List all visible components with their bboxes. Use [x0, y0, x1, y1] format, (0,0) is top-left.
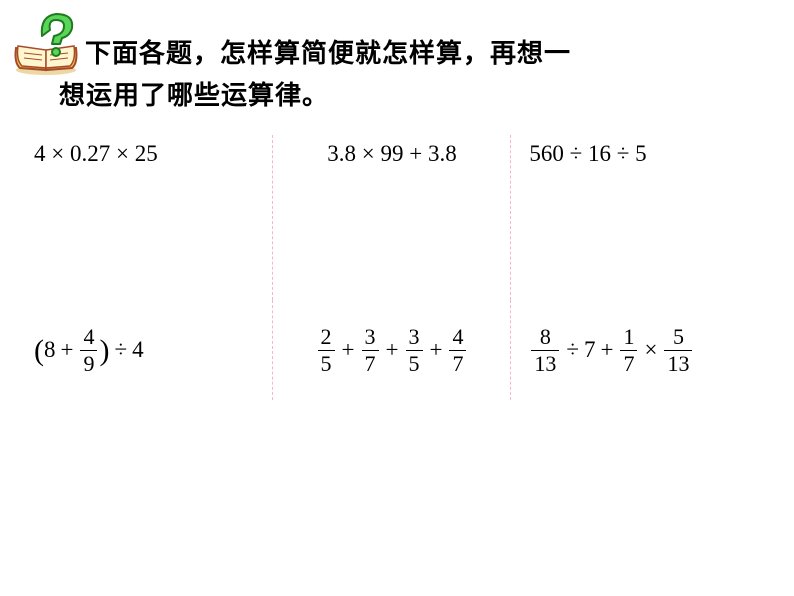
problems-row-2: (8+49)÷4 25+37+35+47 813÷7+17×513 [26, 300, 768, 400]
heading-line-2: 想运用了哪些运算律。 [59, 75, 685, 117]
instruction-heading: 下面各题，怎样算简便就怎样算，再想一 想运用了哪些运算律。 [85, 33, 685, 116]
expr-text: 560 ÷ 16 ÷ 5 [529, 141, 646, 167]
expr-text: 3.8 × 99 + 3.8 [327, 141, 456, 167]
expr-frac: (8+49)÷4 [34, 326, 144, 375]
problem-1-1: 4 × 0.27 × 25 [26, 135, 273, 300]
heading-line-1: 下面各题，怎样算简便就怎样算，再想一 [85, 33, 685, 75]
expr-text: 4 × 0.27 × 25 [34, 141, 158, 167]
question-book-icon [8, 8, 88, 83]
problem-1-3: 560 ÷ 16 ÷ 5 [511, 135, 768, 300]
expr-frac: 25+37+35+47 [316, 326, 469, 375]
problem-1-2: 3.8 × 99 + 3.8 [273, 135, 512, 300]
problem-2-1: (8+49)÷4 [26, 300, 273, 400]
problem-2-3: 813÷7+17×513 [511, 300, 768, 400]
problem-2-2: 25+37+35+47 [273, 300, 512, 400]
problems-grid: 4 × 0.27 × 25 3.8 × 99 + 3.8 560 ÷ 16 ÷ … [26, 135, 768, 400]
expr-frac: 813÷7+17×513 [529, 326, 694, 375]
problems-row-1: 4 × 0.27 × 25 3.8 × 99 + 3.8 560 ÷ 16 ÷ … [26, 135, 768, 300]
